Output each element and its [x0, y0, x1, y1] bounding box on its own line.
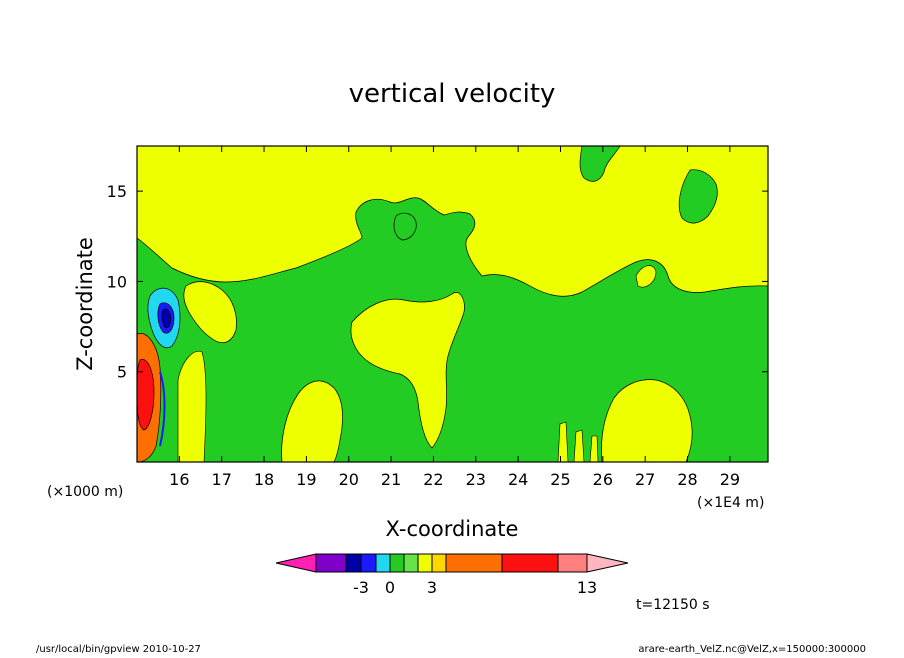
footer-left: /usr/local/bin/gpview 2010-10-27 — [36, 644, 201, 654]
x-tick-label: 18 — [254, 470, 274, 489]
x-tick-label: 20 — [339, 470, 359, 489]
colorbar-bin — [315, 553, 347, 573]
yellow-blob-small — [635, 265, 657, 288]
yellow-blob-bottom-right — [601, 379, 693, 463]
x-tick-label: 29 — [720, 470, 740, 489]
yellow-blob-bottom-left — [281, 380, 343, 463]
yellow-streak-a — [557, 421, 569, 463]
x-tick-label: 19 — [296, 470, 316, 489]
y-axis: 5 10 15 — [107, 182, 768, 382]
x-tick-label: 23 — [466, 470, 486, 489]
colorbar-bin — [375, 553, 391, 573]
yellow-column-left — [177, 350, 207, 463]
colorbar-arrow-left — [275, 553, 317, 573]
downdraft-core-inner — [161, 308, 172, 329]
y-tick-label: 10 — [107, 272, 127, 291]
x-tick-label: 16 — [169, 470, 189, 489]
x-unit-left: (×1000 m) — [47, 484, 123, 500]
colorbar-bin — [389, 553, 405, 573]
chart-title: vertical velocity — [349, 79, 556, 109]
x-tick-label: 27 — [635, 470, 655, 489]
colorbar-bin — [445, 553, 503, 573]
plot-frame — [136, 145, 769, 463]
x-tick-label: 22 — [423, 470, 443, 489]
x-tick-label: 28 — [677, 470, 697, 489]
yellow-upper-band — [136, 145, 769, 297]
yellow-plume-center — [350, 292, 465, 449]
x-tick-label: 21 — [381, 470, 401, 489]
colorbar-bin — [501, 553, 559, 573]
x-tick-label: 17 — [212, 470, 232, 489]
green-island-mid — [678, 169, 718, 224]
x-tick-label: 24 — [508, 470, 528, 489]
colorbar-tick-label: 3 — [427, 578, 437, 597]
time-label: t=12150 s — [636, 597, 710, 613]
colorbar-tick-label: 13 — [577, 578, 597, 597]
x-tick-label: 26 — [593, 470, 613, 489]
updraft-ring-cyan — [159, 371, 166, 447]
colorbar-bin — [557, 553, 588, 573]
y-tick-label: 5 — [117, 363, 127, 382]
colorbar-bin — [417, 553, 433, 573]
y-axis-title: Z-coordinate — [73, 237, 97, 371]
x-tick-label: 25 — [550, 470, 570, 489]
plot-area: 16 17 18 19 20 21 22 23 24 25 26 27 28 29 5 10 15 — [107, 145, 769, 489]
yellow-blob-left — [183, 281, 237, 344]
green-island-upper — [579, 145, 621, 182]
colorbar-bin — [403, 553, 419, 573]
colorbar-tick-label: -3 — [353, 578, 369, 597]
colorbar-arrow-right — [586, 553, 629, 573]
x-axis-title: X-coordinate — [386, 517, 519, 541]
colorbar-bin — [431, 553, 447, 573]
x-unit-right: (×1E4 m) — [697, 495, 764, 511]
green-island-left — [393, 212, 417, 241]
x-axis: 16 17 18 19 20 21 22 23 24 25 26 27 28 29 — [169, 146, 740, 489]
y-tick-label: 15 — [107, 182, 127, 201]
colorbar-bin — [360, 553, 377, 573]
colorbar: -3 0 3 13 — [275, 553, 629, 597]
colorbar-bin — [345, 553, 362, 573]
colorbar-tick-label: 0 — [385, 578, 395, 597]
footer-right: arare-earth_VelZ.nc@VelZ,x=150000:300000 — [638, 644, 866, 654]
